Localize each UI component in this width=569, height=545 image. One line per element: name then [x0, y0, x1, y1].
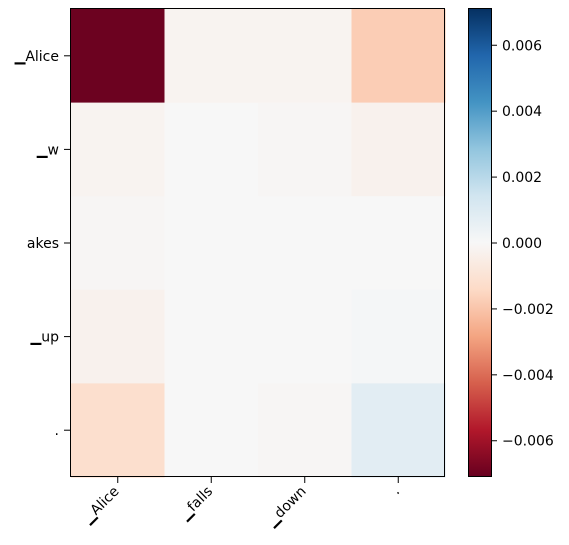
y-tick-label: akes	[27, 236, 59, 252]
colorbar-tick-label: 0.006	[502, 38, 542, 54]
heatmap-cell	[258, 102, 353, 197]
heatmap-cell	[351, 9, 446, 104]
heatmap-cell	[351, 102, 446, 197]
colorbar-tick-label: −0.006	[502, 434, 554, 450]
heatmap-cell	[71, 102, 166, 197]
heatmap-cell	[164, 9, 259, 104]
x-tick-label: ▁Alice	[79, 484, 122, 527]
heatmap-cell	[71, 9, 166, 104]
heatmap-cells	[71, 9, 446, 478]
heatmap-cell	[164, 383, 259, 478]
x-tick-label: .	[389, 484, 403, 498]
heatmap-cell	[164, 102, 259, 197]
heatmap-cell	[351, 289, 446, 384]
y-axis: ▁Alice ▁w akes ▁up.	[14, 49, 70, 439]
colorbar-tick-label: 0.002	[502, 170, 542, 186]
x-tick-label: ▁falls	[176, 484, 216, 524]
colorbar-tick-label: 0.000	[502, 236, 542, 252]
colorbar	[468, 8, 492, 477]
heatmap-cell	[258, 383, 353, 478]
heatmap-cell	[164, 289, 259, 384]
heatmap-cell	[258, 196, 353, 291]
y-tick-label: ▁Alice	[14, 49, 59, 65]
colorbar-tick-label: −0.002	[502, 302, 554, 318]
heatmap-cell	[164, 196, 259, 291]
heatmap-cell	[71, 383, 166, 478]
y-tick-label: ▁w	[36, 142, 59, 158]
heatmap-cell	[258, 289, 353, 384]
heatmap-cell	[351, 196, 446, 291]
heatmap-cell	[71, 289, 166, 384]
x-tick-label: ▁down	[263, 484, 309, 530]
plot-frame	[70, 8, 445, 477]
x-axis: ▁Alice ▁falls ▁down.	[79, 477, 403, 530]
heatmap-cell	[258, 9, 353, 104]
y-tick-label: .	[55, 423, 59, 439]
colorbar-tick-label: 0.004	[502, 104, 542, 120]
colorbar-axis: 0.006 0.004 0.002 0.000 −0.002 −0.004 −0.006	[492, 38, 554, 450]
colorbar-tick-label: −0.004	[502, 368, 554, 384]
heatmap-cell	[351, 383, 446, 478]
y-tick-label: ▁up	[29, 330, 59, 346]
heatmap-cell	[71, 196, 166, 291]
